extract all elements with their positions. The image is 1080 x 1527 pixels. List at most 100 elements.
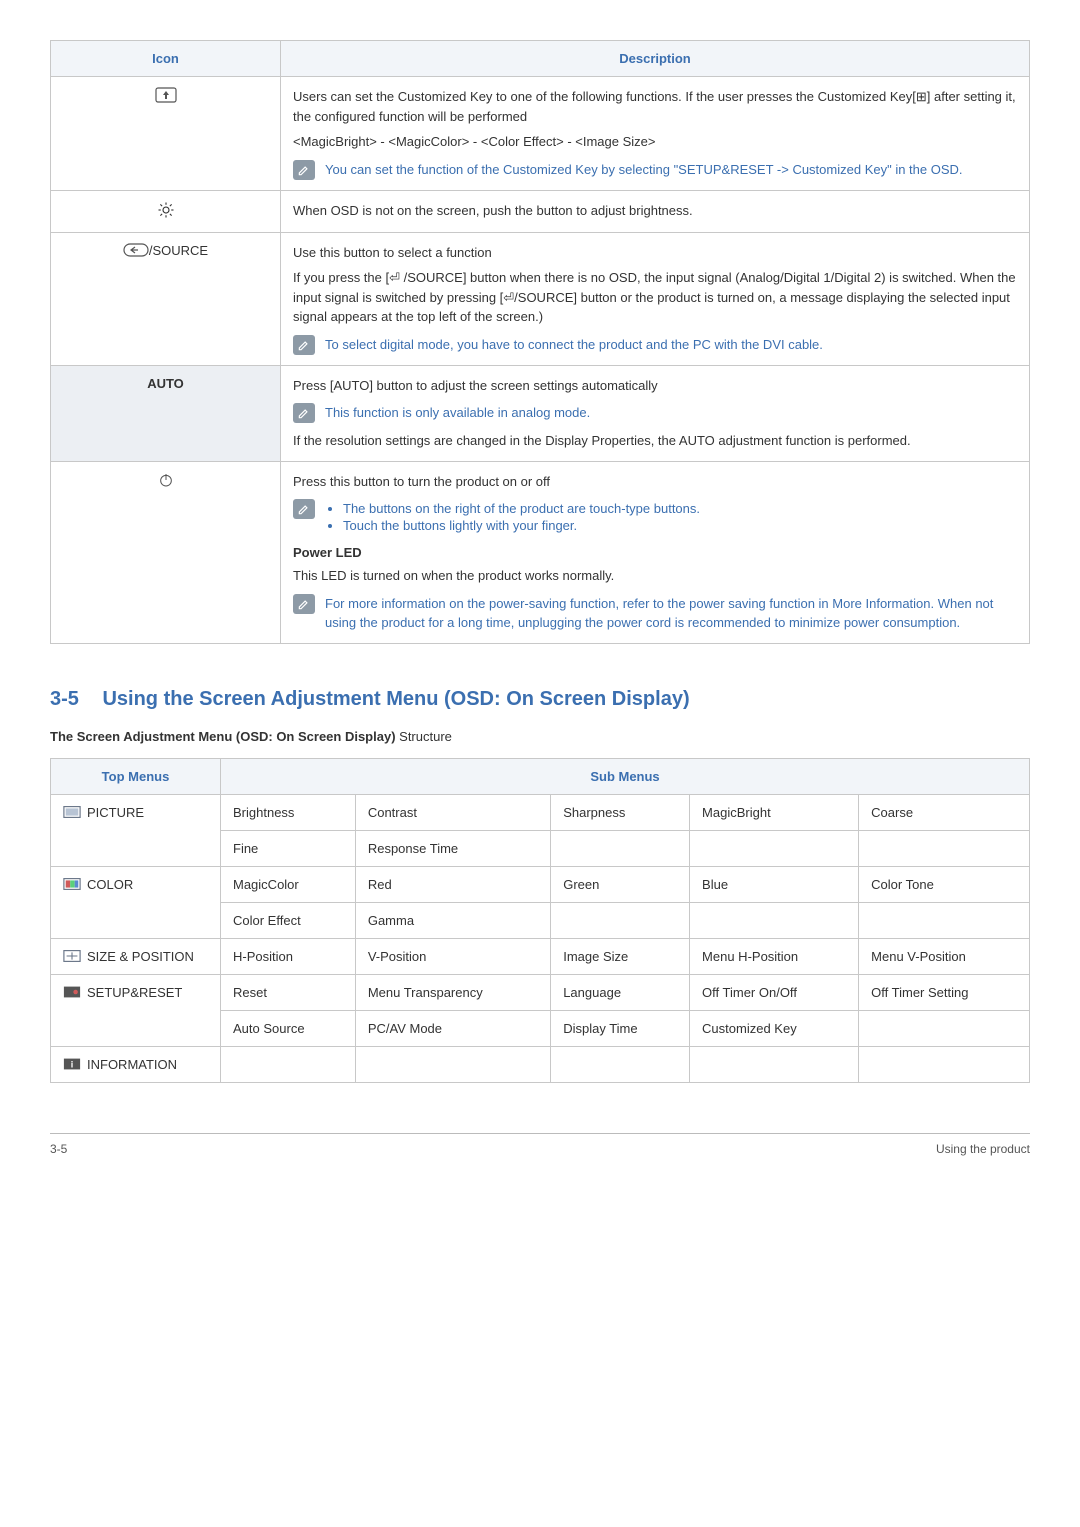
size-icon [63, 949, 81, 963]
power-icon [158, 472, 174, 491]
menu-label: SETUP&RESET [87, 985, 182, 1000]
icon-description-table: Icon Description Users can set the Custo… [50, 40, 1030, 644]
cell [690, 830, 859, 866]
cell: Display Time [551, 1010, 690, 1046]
cell [355, 1046, 550, 1082]
cell: Auto Source [221, 1010, 356, 1046]
cell: Off Timer Setting [859, 974, 1030, 1010]
desc-text: Users can set the Customized Key to one … [293, 87, 1017, 126]
cell: Fine [221, 830, 356, 866]
cell [221, 1046, 356, 1082]
structure-label-rest: Structure [396, 729, 452, 744]
table-row: Press this button to turn the product on… [51, 461, 1030, 643]
menu-size-position: SIZE & POSITION [63, 949, 208, 964]
cell: Customized Key [690, 1010, 859, 1046]
note: The buttons on the right of the product … [293, 499, 1017, 535]
source-icon [123, 243, 149, 260]
table-row: COLOR MagicColor Red Green Blue Color To… [51, 866, 1030, 902]
setup-icon [63, 985, 81, 999]
custom-key-icon [155, 87, 177, 106]
power-led-heading: Power LED [293, 545, 1017, 560]
menu-label: SIZE & POSITION [87, 949, 194, 964]
menu-picture: PICTURE [63, 805, 208, 820]
cell: Language [551, 974, 690, 1010]
cell: Reset [221, 974, 356, 1010]
structure-label: The Screen Adjustment Menu (OSD: On Scre… [50, 729, 1030, 744]
cell: Color Tone [859, 866, 1030, 902]
cell [690, 1046, 859, 1082]
cell: Contrast [355, 794, 550, 830]
note-text: This function is only available in analo… [325, 403, 590, 423]
cell: Blue [690, 866, 859, 902]
table-row: Users can set the Customized Key to one … [51, 77, 1030, 191]
footer-right: Using the product [936, 1142, 1030, 1156]
table-row: When OSD is not on the screen, push the … [51, 190, 1030, 232]
th-desc: Description [281, 41, 1030, 77]
cell: Menu V-Position [859, 938, 1030, 974]
table-row: PICTURE Brightness Contrast Sharpness Ma… [51, 794, 1030, 830]
note: To select digital mode, you have to conn… [293, 335, 1017, 355]
section-number: 3-5 [50, 688, 79, 710]
desc-text: Press this button to turn the product on… [293, 472, 1017, 492]
structure-label-bold: The Screen Adjustment Menu (OSD: On Scre… [50, 729, 396, 744]
auto-label: AUTO [147, 376, 184, 391]
source-label: /SOURCE [149, 243, 208, 258]
bullet: Touch the buttons lightly with your fing… [343, 518, 700, 533]
bullet-list: The buttons on the right of the product … [325, 501, 700, 533]
cell [859, 1010, 1030, 1046]
note: This function is only available in analo… [293, 403, 1017, 423]
table-row: AUTO Press [AUTO] button to adjust the s… [51, 365, 1030, 461]
cell: Green [551, 866, 690, 902]
info-icon: i [63, 1057, 81, 1071]
cell [551, 830, 690, 866]
menu-label: COLOR [87, 877, 133, 892]
table-row: /SOURCE Use this button to select a func… [51, 232, 1030, 365]
cell: V-Position [355, 938, 550, 974]
menu-information: i INFORMATION [63, 1057, 208, 1072]
cell: Response Time [355, 830, 550, 866]
cell [859, 830, 1030, 866]
cell: Off Timer On/Off [690, 974, 859, 1010]
cell: Color Effect [221, 902, 356, 938]
desc-text: <MagicBright> - <MagicColor> - <Color Ef… [293, 132, 1017, 152]
cell: Red [355, 866, 550, 902]
section-title: Using the Screen Adjustment Menu (OSD: O… [102, 688, 689, 710]
note-icon [293, 403, 315, 423]
table-row: i INFORMATION [51, 1046, 1030, 1082]
cell [551, 1046, 690, 1082]
cell [859, 902, 1030, 938]
note-icon [293, 594, 315, 614]
cell: Menu H-Position [690, 938, 859, 974]
cell: Gamma [355, 902, 550, 938]
note: You can set the function of the Customiz… [293, 160, 1017, 180]
th-icon: Icon [51, 41, 281, 77]
cell [859, 1046, 1030, 1082]
cell: Menu Transparency [355, 974, 550, 1010]
cell [690, 902, 859, 938]
note: For more information on the power-saving… [293, 594, 1017, 633]
menu-label: PICTURE [87, 805, 144, 820]
cell: Coarse [859, 794, 1030, 830]
page-footer: 3-5 Using the product [50, 1133, 1030, 1156]
table-row: SETUP&RESET Reset Menu Transparency Lang… [51, 974, 1030, 1010]
note-text: To select digital mode, you have to conn… [325, 335, 823, 355]
table-row: SIZE & POSITION H-Position V-Position Im… [51, 938, 1030, 974]
th-topmenus: Top Menus [51, 758, 221, 794]
cell: H-Position [221, 938, 356, 974]
bullet: The buttons on the right of the product … [343, 501, 700, 516]
note-icon [293, 499, 315, 519]
brightness-icon [157, 201, 175, 222]
cell: PC/AV Mode [355, 1010, 550, 1046]
desc-text: When OSD is not on the screen, push the … [293, 201, 1017, 221]
cell: Sharpness [551, 794, 690, 830]
cell [551, 902, 690, 938]
osd-menu-table: Top Menus Sub Menus PICTURE Brightness C… [50, 758, 1030, 1083]
color-icon [63, 877, 81, 891]
desc-text: If the resolution settings are changed i… [293, 431, 1017, 451]
note-text: For more information on the power-saving… [325, 594, 1017, 633]
note-icon [293, 335, 315, 355]
desc-text: Press [AUTO] button to adjust the screen… [293, 376, 1017, 396]
cell: Brightness [221, 794, 356, 830]
note-icon [293, 160, 315, 180]
note-text: You can set the function of the Customiz… [325, 160, 963, 180]
